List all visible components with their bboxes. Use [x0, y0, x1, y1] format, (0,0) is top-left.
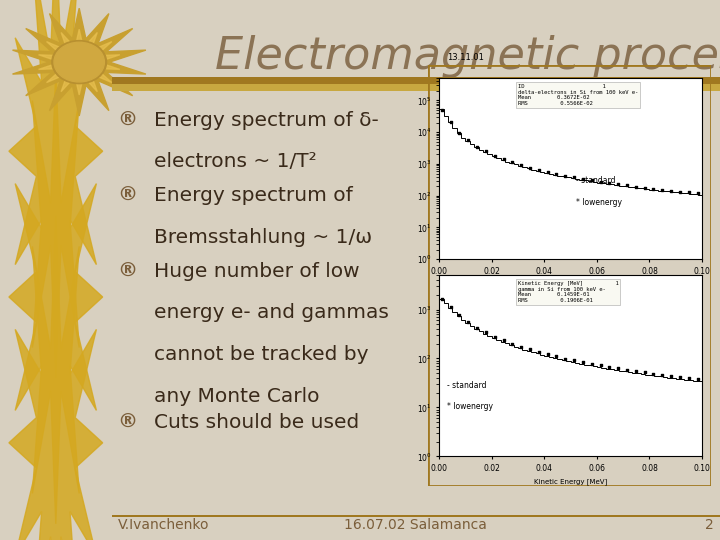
Point	[595, 361, 606, 370]
Polygon shape	[38, 29, 120, 95]
Point	[542, 350, 554, 359]
Text: * lowenergy: * lowenergy	[576, 198, 622, 207]
Point	[480, 147, 492, 156]
Point	[613, 180, 624, 188]
Text: energy e- and gammas: energy e- and gammas	[154, 303, 389, 322]
Text: Energy spectrum of: Energy spectrum of	[154, 186, 353, 205]
Point	[559, 354, 571, 363]
Point	[648, 369, 660, 378]
Point	[489, 151, 500, 160]
Polygon shape	[9, 216, 103, 540]
Point	[472, 142, 483, 151]
Point	[630, 367, 642, 375]
Text: Kinetic Energy [MeV]          1
gamma in Si from 100 keV e-
Mean        0.1459E-: Kinetic Energy [MeV] 1 gamma in Si from …	[518, 281, 618, 303]
Text: ®: ®	[117, 262, 138, 281]
Point	[621, 181, 633, 190]
Text: any Monte Carlo: any Monte Carlo	[154, 387, 320, 406]
Point	[462, 318, 474, 326]
Point	[542, 167, 554, 176]
Text: ®: ®	[117, 111, 138, 130]
Point	[577, 174, 589, 183]
Point	[516, 161, 527, 170]
Point	[674, 187, 685, 196]
Point	[507, 339, 518, 348]
Text: 16.07.02 Salamanca: 16.07.02 Salamanca	[344, 518, 487, 532]
Point	[559, 171, 571, 180]
Text: - standard: - standard	[447, 381, 487, 389]
Point	[595, 177, 606, 186]
Point	[586, 176, 598, 185]
Bar	[112, 77, 720, 84]
Text: ID                        1
delta-electrons in Si from 100 keV e-
Mean        0.: ID 1 delta-electrons in Si from 100 keV …	[518, 84, 639, 106]
Point	[524, 345, 536, 354]
Point	[577, 358, 589, 367]
Point	[454, 311, 465, 320]
Point	[462, 136, 474, 145]
Point	[674, 373, 685, 381]
Text: 2: 2	[705, 518, 714, 532]
Point	[613, 364, 624, 373]
Point	[472, 323, 483, 332]
Text: Bremsstahlung ~ 1/ω: Bremsstahlung ~ 1/ω	[154, 228, 372, 247]
Text: V.Ivanchenko: V.Ivanchenko	[117, 518, 210, 532]
Bar	[112, 84, 720, 91]
Point	[436, 105, 448, 114]
Point	[507, 158, 518, 166]
Point	[603, 363, 615, 372]
Point	[603, 179, 615, 187]
Point	[621, 366, 633, 374]
Point	[516, 342, 527, 351]
Point	[657, 185, 668, 194]
X-axis label: Kinetic Energy [MeV]: Kinetic Energy [MeV]	[534, 478, 607, 485]
Point	[436, 295, 448, 303]
Point	[665, 186, 677, 195]
Point	[454, 129, 465, 137]
Point	[480, 328, 492, 337]
Text: Energy spectrum of δ-: Energy spectrum of δ-	[154, 111, 379, 130]
Point	[665, 372, 677, 380]
Point	[683, 188, 695, 197]
Text: Cuts should be used: Cuts should be used	[154, 413, 359, 432]
Circle shape	[54, 42, 104, 82]
Point	[568, 173, 580, 181]
Polygon shape	[9, 0, 103, 378]
Point	[551, 352, 562, 361]
Point	[498, 336, 509, 345]
Point	[445, 118, 456, 126]
Point	[586, 360, 598, 368]
Point	[489, 332, 500, 341]
Point	[533, 348, 544, 356]
Text: cannot be tracked by: cannot be tracked by	[154, 345, 369, 364]
Point	[551, 170, 562, 178]
Point	[639, 183, 650, 192]
Point	[648, 184, 660, 193]
Point	[639, 368, 650, 377]
Circle shape	[52, 40, 107, 84]
Point	[683, 374, 695, 382]
Bar	[112, 515, 720, 517]
Text: ®: ®	[117, 413, 138, 432]
Text: 13.11.01: 13.11.01	[447, 53, 484, 62]
Text: - standard: - standard	[576, 176, 616, 185]
Point	[524, 163, 536, 172]
Text: Electromagnetic processes: Electromagnetic processes	[215, 35, 720, 78]
Polygon shape	[12, 8, 146, 116]
Text: Huge number of low: Huge number of low	[154, 262, 360, 281]
Point	[533, 165, 544, 174]
Point	[568, 356, 580, 364]
Point	[657, 370, 668, 379]
Text: electrons ~ 1/T²: electrons ~ 1/T²	[154, 152, 317, 171]
Point	[630, 182, 642, 191]
Text: * lowenergy: * lowenergy	[447, 402, 493, 411]
Point	[692, 189, 703, 198]
Polygon shape	[9, 70, 103, 524]
Text: ®: ®	[117, 186, 138, 205]
Point	[445, 303, 456, 312]
Point	[498, 155, 509, 164]
Point	[692, 375, 703, 383]
